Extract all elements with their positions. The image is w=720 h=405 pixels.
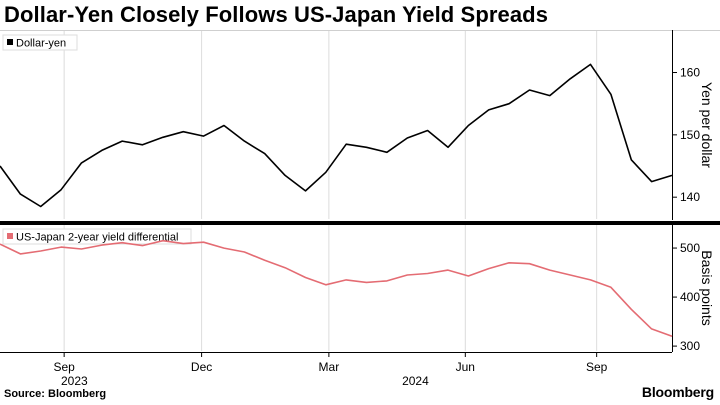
y-tick-label-yen: 160: [680, 66, 700, 80]
y-axis-title-top: Yen per dollar: [699, 82, 715, 168]
brand-logo: Bloomberg: [641, 384, 714, 400]
y-tick-label-spread: 300: [680, 339, 700, 353]
x-tick-label: Mar: [319, 360, 340, 374]
legend-label-dollar-yen: Dollar-yen: [16, 38, 66, 50]
bottom-y-ticks: 300 400 500: [672, 241, 700, 353]
y-tick-label-yen: 140: [680, 190, 700, 204]
series-line-spread: [0, 239, 673, 338]
legend-swatch-dollar-yen: [7, 39, 13, 45]
x-tick-label: Jun: [456, 360, 475, 374]
legend-label-spread: US-Japan 2-year yield differential: [16, 232, 178, 244]
x-tick-label: Sep: [586, 360, 608, 374]
y-axis-title-bottom: Basis points: [699, 250, 715, 325]
x-year-label: 2024: [402, 374, 429, 388]
x-year-label: 2023: [61, 374, 88, 388]
legend-dollar-yen: Dollar-yen: [2, 34, 78, 51]
legend-swatch-spread: [7, 233, 13, 239]
y-tick-label-spread: 500: [680, 241, 700, 255]
y-tick-label-spread: 400: [680, 290, 700, 304]
legend-spread: US-Japan 2-year yield differential: [2, 228, 192, 245]
gridlines: [63, 31, 598, 351]
source-note: Source: Bloomberg: [4, 388, 107, 400]
x-tick-label: Sep: [53, 360, 75, 374]
x-tick-label: Dec: [191, 360, 212, 374]
panel-divider: [0, 221, 720, 225]
top-y-ticks: 140 150 160: [672, 66, 700, 204]
y-tick-label-yen: 150: [680, 128, 700, 142]
series-line-dollar-yen: [0, 63, 673, 208]
chart-title: Dollar-Yen Closely Follows US-Japan Yiel…: [4, 2, 549, 27]
